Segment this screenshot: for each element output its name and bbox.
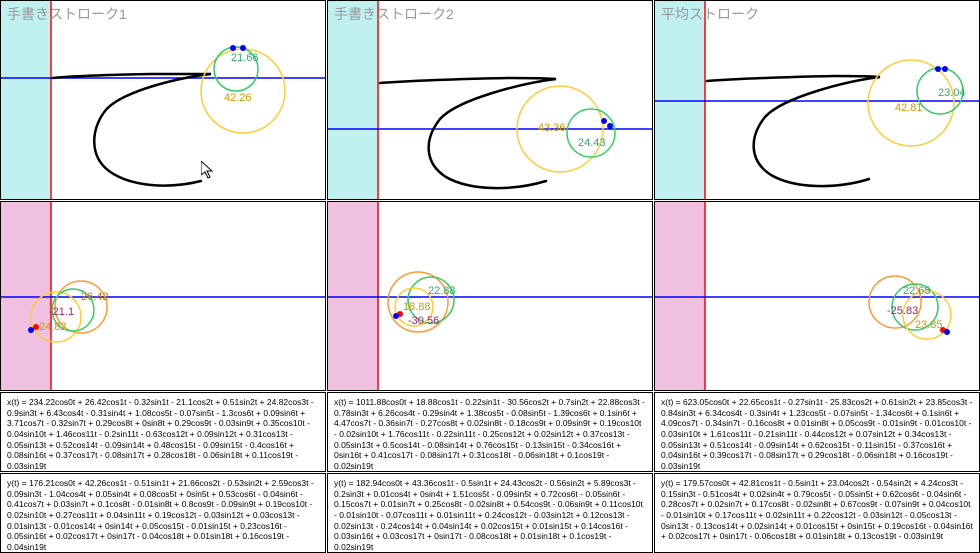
svg-text:22.65: 22.65 <box>903 285 931 297</box>
svg-text:23.04: 23.04 <box>938 87 966 99</box>
viz-panel: 23.04 42.81 平均ストローク <box>654 0 980 200</box>
viz-panel: 21.66 42.26 手書きストローク1 <box>0 0 326 200</box>
svg-text:24.82: 24.82 <box>39 321 67 333</box>
equation-y: y(t) = 179.57cos0t + 42.81cos1t - 0.5sin… <box>654 473 980 553</box>
equation-x: x(t) = 1011.88cos0t + 18.88cos1t - 0.22s… <box>327 392 653 472</box>
svg-text:42.81: 42.81 <box>895 102 923 114</box>
panel-title: 平均ストローク <box>661 4 759 24</box>
svg-text:-25.83: -25.83 <box>887 305 918 317</box>
svg-text:-30.56: -30.56 <box>408 315 439 327</box>
panel-title: 手書きストローク2 <box>334 4 454 24</box>
svg-text:42.26: 42.26 <box>224 92 252 104</box>
equation-x: x(t) = 623.05cos0t + 22.65cos1t - 0.27si… <box>654 392 980 472</box>
svg-text:21.66: 21.66 <box>231 52 259 64</box>
viz-panel: 43.36 24.43 手書きストローク2 <box>327 0 653 200</box>
panel-title: 手書きストローク1 <box>7 4 127 24</box>
svg-text:22.88: 22.88 <box>428 285 456 297</box>
viz-panel: 22.88 18.88 -30.56 <box>327 201 653 391</box>
equation-x: x(t) = 234.22cos0t + 26.42cos1t - 0.32si… <box>0 392 326 472</box>
svg-text:26.42: 26.42 <box>81 291 109 303</box>
svg-text:18.88: 18.88 <box>403 301 431 313</box>
svg-text:-21.1: -21.1 <box>49 306 74 318</box>
svg-text:43.36: 43.36 <box>538 122 566 134</box>
equation-y: y(t) = 182.94cos0t + 43.36cos1t - 0.5sin… <box>327 473 653 553</box>
viz-panel: 26.42 -21.1 24.82 <box>0 201 326 391</box>
viz-panel: 22.65 -25.83 23.85 <box>654 201 980 391</box>
svg-text:24.43: 24.43 <box>578 137 606 149</box>
equation-y: y(t) = 176.21cos0t + 42.26cos1t - 0.51si… <box>0 473 326 553</box>
svg-text:23.85: 23.85 <box>915 319 943 331</box>
